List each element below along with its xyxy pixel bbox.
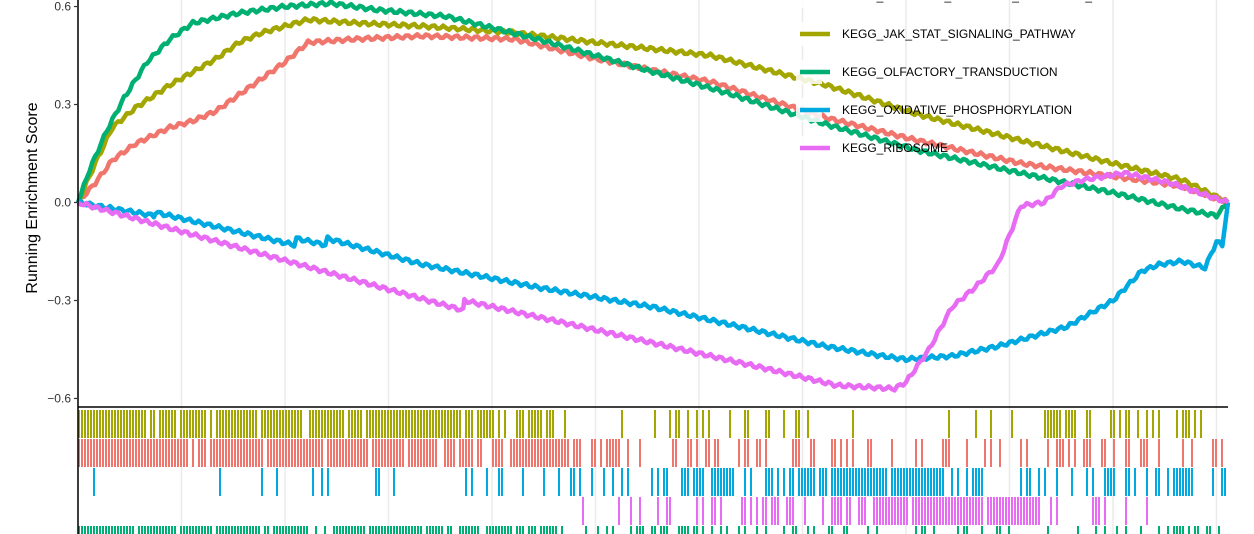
hit-rug-layer (78, 410, 1226, 534)
hit-row-4 (78, 526, 1220, 534)
y-tick-label-1: 0.3 (54, 98, 71, 112)
y-tick-label-3: −0.3 (47, 293, 71, 307)
axes-layer: 0.6 0.3 0.0 −0.3 −0.6 (47, 0, 1228, 534)
hit-row-0 (78, 410, 1202, 438)
legend: KEGG_CYTOKINE_CYTOKINE_RECEPTOR_INTERACT… (796, 0, 1173, 160)
series-line-0 (76, 32, 1229, 205)
legend-item-1: KEGG_JAK_STAT_SIGNALING_PATHWAY (796, 22, 1076, 46)
legend-key-bg-0 (796, 0, 822, 8)
y-tick-label-2: 0.0 (54, 196, 71, 210)
legend-label-4: KEGG_RIBOSOME (842, 141, 948, 155)
legend-item-3: KEGG_OXIDATIVE_PHOSPHORYLATION (796, 98, 1072, 122)
legend-label-2: KEGG_OLFACTORY_TRANSDUCTION (842, 65, 1058, 79)
y-tick-label-0: 0.6 (54, 0, 71, 14)
legend-item-0: KEGG_CYTOKINE_CYTOKINE_RECEPTOR_INTERACT… (796, 0, 1173, 8)
y-tick-label-4: −0.6 (47, 391, 71, 405)
hit-row-2 (93, 468, 1226, 496)
series-line-2 (75, 0, 1230, 220)
legend-item-4: KEGG_RIBOSOME (796, 136, 948, 160)
grid-layer (77, 0, 1218, 534)
hit-row-3 (582, 497, 1148, 525)
series-line-4 (76, 169, 1230, 393)
legend-label-3: KEGG_OXIDATIVE_PHOSPHORYLATION (842, 103, 1072, 117)
series-line-1 (76, 16, 1230, 204)
series-layer (75, 0, 1231, 393)
series-line-3 (77, 198, 1231, 364)
legend-label-0: KEGG_CYTOKINE_CYTOKINE_RECEPTOR_INTERACT… (842, 0, 1173, 3)
legend-item-2: KEGG_OLFACTORY_TRANSDUCTION (796, 60, 1058, 84)
hit-row-1 (78, 439, 1223, 467)
legend-label-1: KEGG_JAK_STAT_SIGNALING_PATHWAY (842, 27, 1076, 41)
y-axis-title: Running Enrichment Score (24, 102, 41, 293)
